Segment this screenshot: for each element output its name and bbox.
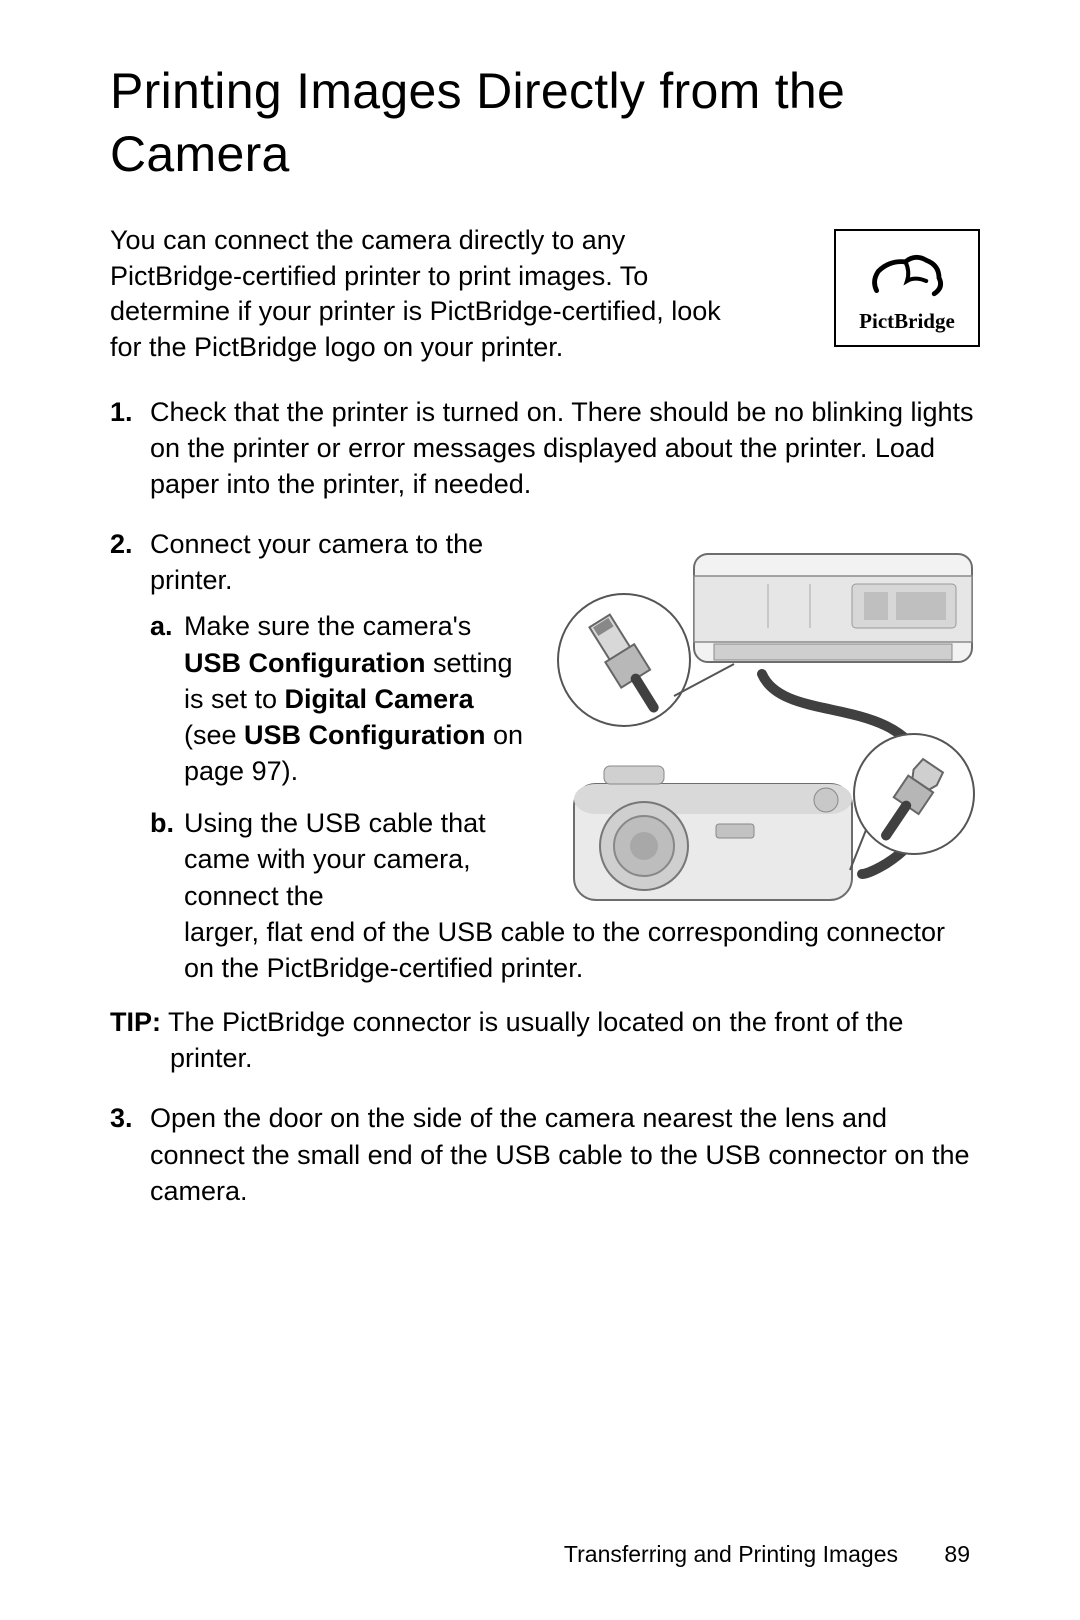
steps-list-cont: 3. Open the door on the side of the came…	[110, 1100, 980, 1209]
step-2a-t1: Make sure the camera's	[184, 611, 471, 641]
step-2b-narrow: b. Using the USB cable that came with yo…	[150, 805, 530, 914]
pictbridge-label: PictBridge	[859, 309, 955, 334]
step-2a-b3: USB Configuration	[244, 720, 485, 750]
page-title: Printing Images Directly from the Camera	[110, 60, 980, 185]
intro-block: You can connect the camera directly to a…	[110, 223, 980, 366]
step-2-number: 2.	[110, 526, 133, 562]
footer-page-number: 89	[944, 1541, 970, 1567]
footer-section: Transferring and Printing Images	[564, 1541, 898, 1567]
tip-text: The PictBridge connector is usually loca…	[161, 1007, 903, 1073]
step-3: 3. Open the door on the side of the came…	[110, 1100, 980, 1209]
tip-label: TIP:	[110, 1007, 161, 1037]
step-2a-letter: a.	[150, 608, 173, 644]
step-2b-narrow-text: Using the USB cable that came with your …	[184, 808, 486, 910]
step-2a: a. Make sure the camera's USB Configurat…	[150, 608, 530, 789]
step-3-text: Open the door on the side of the camera …	[150, 1103, 970, 1205]
step-1-number: 1.	[110, 394, 133, 430]
step-2-head: Connect your camera to the printer.	[150, 526, 530, 598]
step-2a-b1: USB Configuration	[184, 648, 425, 678]
step-2b-letter: b.	[150, 805, 174, 841]
step-1-text: Check that the printer is turned on. The…	[150, 397, 974, 499]
step-1: 1. Check that the printer is turned on. …	[110, 394, 980, 503]
step-2a-b2: Digital Camera	[285, 684, 474, 714]
camera-icon	[574, 766, 852, 900]
step-3-number: 3.	[110, 1100, 133, 1136]
connection-illustration	[544, 544, 984, 936]
usb-mini-callout	[850, 734, 974, 870]
pictbridge-icon	[867, 249, 947, 305]
page-footer: Transferring and Printing Images 89	[564, 1541, 970, 1568]
step-2a-t3: (see	[184, 720, 244, 750]
pictbridge-logo: PictBridge	[834, 229, 980, 347]
intro-text: You can connect the camera directly to a…	[110, 223, 750, 366]
printer-icon	[694, 554, 972, 662]
tip: TIP: The PictBridge connector is usually…	[110, 1004, 980, 1076]
